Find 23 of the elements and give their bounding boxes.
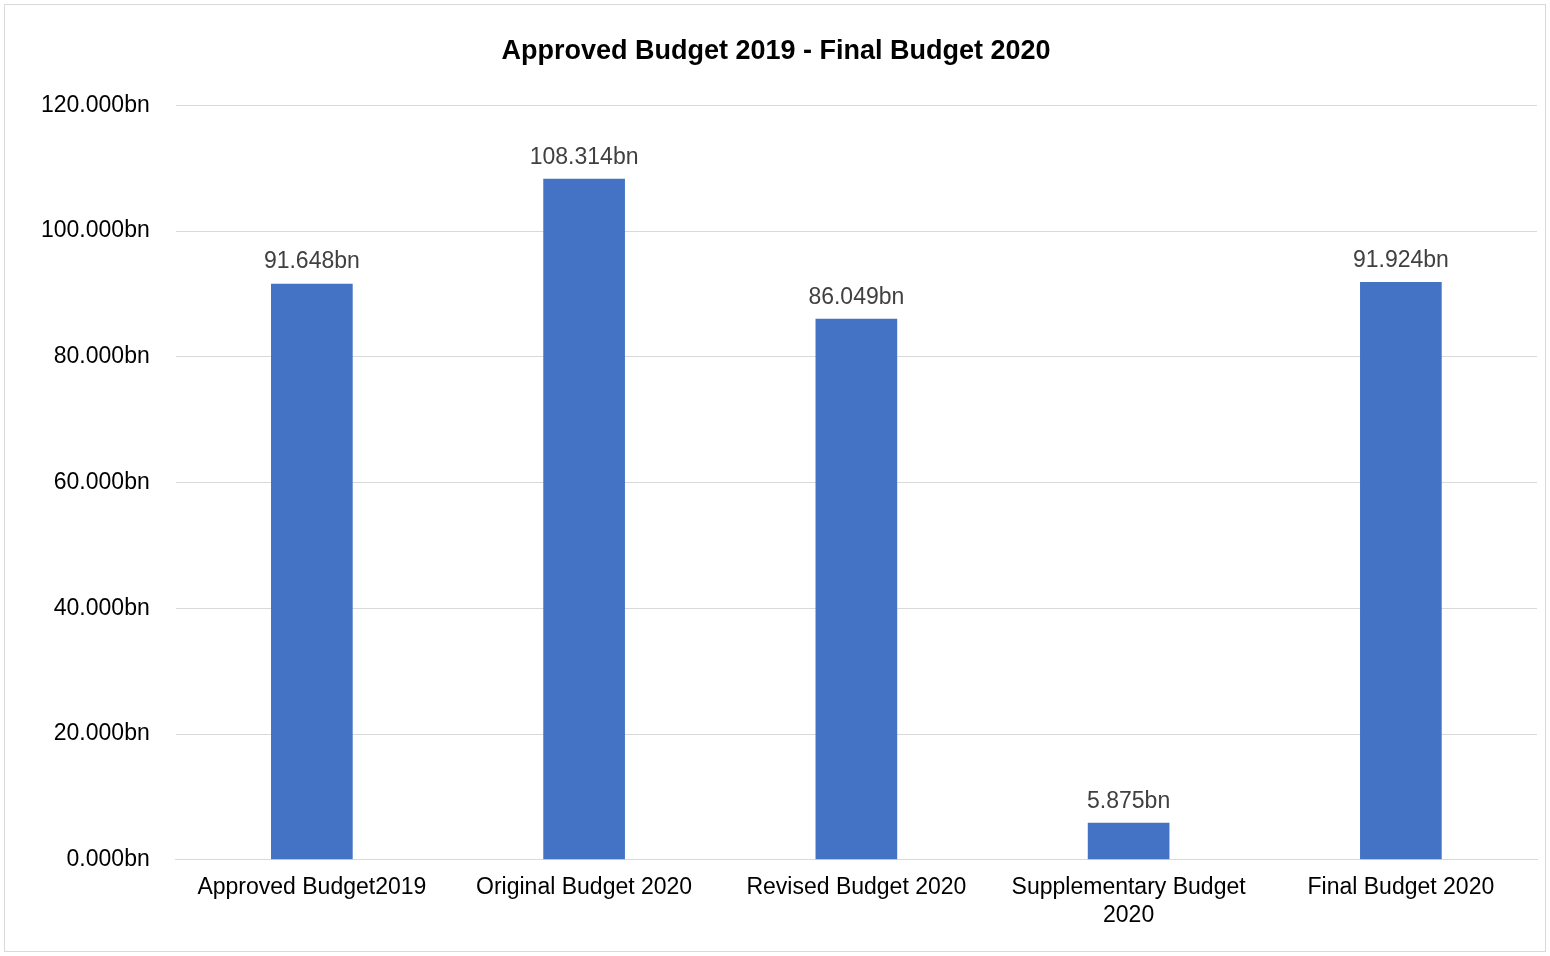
y-tick-label: 60.000bn [53,467,150,494]
bar [815,318,898,860]
y-tick-label: 80.000bn [53,342,150,369]
data-label: 91.648bn [263,247,360,274]
bar [543,178,625,860]
x-tick-label: Final Budget 2020 [1307,872,1495,899]
data-label: 91.924bn [1352,245,1449,272]
y-tick-label: 100.000bn [40,216,150,243]
bar [1360,281,1442,860]
data-label: 108.314bn [529,142,639,169]
bar [1087,822,1170,860]
x-tick-label: Revised Budget 2020 [746,872,967,899]
data-label: 5.875bn [1087,786,1171,813]
x-tick-label: Supplementary Budget 2020 [1011,872,1247,927]
y-tick-label: 20.000bn [53,719,150,746]
y-tick-label: 120.000bn [40,90,150,117]
bar [271,283,353,860]
chart-title: Approved Budget 2019 - Final Budget 2020 [501,34,1051,65]
y-tick-label: 0.000bn [66,845,150,872]
x-tick-label: Approved Budget2019 [197,872,427,899]
y-tick-label: 40.000bn [53,593,150,620]
x-tick-label: Original Budget 2020 [476,872,693,899]
data-label: 86.049bn [808,282,905,309]
